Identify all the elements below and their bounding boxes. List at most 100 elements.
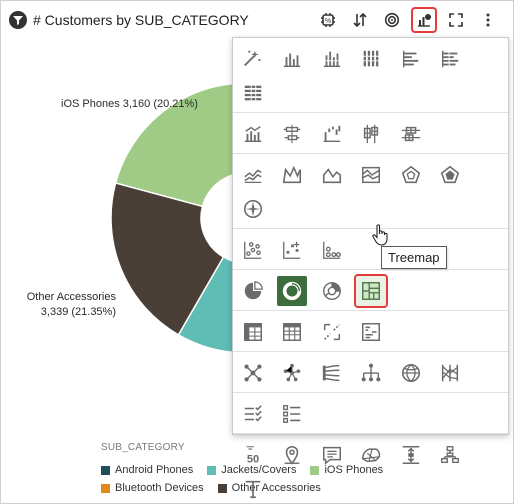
legend-item-jackets-covers[interactable]: Jackets/Covers xyxy=(207,464,296,476)
chart-type-icon[interactable] xyxy=(411,7,437,33)
parallel-coordinates-icon xyxy=(442,364,459,382)
list-view-icon xyxy=(283,405,301,423)
chart-type-option[interactable]: 50 xyxy=(233,438,273,472)
chart-type-option[interactable] xyxy=(391,356,431,390)
chart-type-menu: 50 xyxy=(232,37,509,499)
chart-type-option[interactable] xyxy=(312,315,352,349)
stacked-bar-icon xyxy=(323,51,340,68)
chart-type-option[interactable] xyxy=(233,356,273,390)
sunburst-icon xyxy=(322,282,341,300)
chart-type-option[interactable] xyxy=(352,274,392,308)
viz-toolbar: % xyxy=(317,7,499,33)
chart-type-option[interactable] xyxy=(352,356,392,390)
svg-text:50: 50 xyxy=(247,453,259,465)
chart-type-option[interactable] xyxy=(352,42,392,76)
hierarchy-icon xyxy=(361,363,381,382)
more-icon[interactable] xyxy=(477,9,499,31)
chart-type-option[interactable] xyxy=(312,42,352,76)
chart-type-option[interactable] xyxy=(273,356,313,390)
chart-type-option[interactable] xyxy=(312,274,352,308)
legend-item-ios-phones[interactable]: iOS Phones xyxy=(310,464,383,476)
globe-icon xyxy=(401,363,420,383)
data-actions-icon[interactable]: % xyxy=(317,9,339,31)
sort-icon[interactable] xyxy=(349,9,371,31)
chart-type-option[interactable] xyxy=(233,472,273,504)
chart-type-option[interactable] xyxy=(431,356,471,390)
chart-type-option[interactable] xyxy=(391,438,431,472)
legend-swatch xyxy=(101,465,110,475)
chart-type-option[interactable] xyxy=(391,158,431,192)
chart-type-option[interactable] xyxy=(312,356,352,390)
chart-type-option[interactable] xyxy=(273,158,313,192)
legend-label: Other Accessories xyxy=(231,482,321,494)
chart-type-option[interactable] xyxy=(273,397,313,431)
chart-type-option[interactable] xyxy=(352,438,392,472)
hand-cursor-icon xyxy=(372,224,388,246)
combo-icon xyxy=(244,126,261,143)
legend-swatch xyxy=(101,483,110,493)
100-stacked-bar-icon xyxy=(363,50,380,67)
chart-type-option[interactable] xyxy=(312,233,352,267)
chart-type-option[interactable] xyxy=(391,117,431,151)
chart-type-row xyxy=(233,352,508,393)
slice-label-other-accessories: Other Accessories 3,339 (21.35%) xyxy=(26,290,116,320)
horizontal-bar-icon xyxy=(402,50,419,68)
area-icon xyxy=(322,168,341,184)
target-icon[interactable] xyxy=(381,9,403,31)
chart-type-option[interactable] xyxy=(233,76,273,110)
chart-type-option[interactable] xyxy=(312,438,352,472)
chart-type-option[interactable] xyxy=(233,42,273,76)
treemap-icon xyxy=(362,282,381,300)
chart-type-row xyxy=(233,311,508,352)
chart-type-option[interactable] xyxy=(352,117,392,151)
legend-title: SUB_CATEGORY xyxy=(101,442,185,453)
fullscreen-icon[interactable] xyxy=(445,9,467,31)
list-icon xyxy=(244,405,262,422)
legend-swatch xyxy=(310,465,320,475)
chart-type-option[interactable] xyxy=(233,397,273,431)
sankey-icon xyxy=(322,364,340,382)
chart-type-option[interactable] xyxy=(233,158,273,192)
chart-type-option[interactable] xyxy=(352,158,392,192)
filter-icon[interactable] xyxy=(9,11,27,29)
stacked-area-icon xyxy=(362,166,381,184)
chart-type-option[interactable] xyxy=(233,274,273,308)
chart-type-option[interactable] xyxy=(391,42,431,76)
slice-label-ios-phones: iOS Phones 3,160 (20.21%) xyxy=(61,97,198,112)
line-icon xyxy=(244,169,262,183)
dot-plot-icon xyxy=(322,241,341,259)
slice-label-other-accessories-value: 3,339 (21.35%) xyxy=(40,306,116,318)
chart-type-option[interactable] xyxy=(233,117,273,151)
chart-type-option[interactable] xyxy=(431,42,471,76)
chart-type-option[interactable] xyxy=(233,233,273,267)
legend-item-other-accessories[interactable]: Other Accessories xyxy=(217,482,321,494)
horizontal-stacked-bar-icon xyxy=(442,50,459,68)
donut-slice[interactable] xyxy=(110,182,225,336)
table-icon xyxy=(283,323,302,341)
waterfall-icon xyxy=(323,125,340,143)
chart-type-option[interactable] xyxy=(273,117,313,151)
chart-type-option[interactable] xyxy=(273,438,313,472)
legend-item-android-phones[interactable]: Android Phones xyxy=(101,464,193,476)
chart-type-option[interactable] xyxy=(273,233,313,267)
legend-label: Jackets/Covers xyxy=(221,464,297,476)
chart-type-option[interactable] xyxy=(273,274,313,308)
legend-item-bluetooth-devices[interactable]: Bluetooth Devices xyxy=(101,482,204,494)
viz-header: # Customers by SUB_CATEGORY % xyxy=(9,7,505,35)
horizontal-100-stacked-bar-icon xyxy=(244,84,261,102)
chart-type-option[interactable] xyxy=(312,117,352,151)
radar-filled-icon xyxy=(441,165,460,184)
map-layer-icon xyxy=(362,448,381,463)
chart-type-option[interactable] xyxy=(273,42,313,76)
chart-type-option[interactable] xyxy=(352,315,392,349)
chart-type-option[interactable] xyxy=(312,158,352,192)
chart-type-option[interactable] xyxy=(431,438,471,472)
legend-swatch xyxy=(217,483,227,493)
chart-type-option[interactable] xyxy=(233,192,273,226)
chart-type-option[interactable] xyxy=(431,158,471,192)
chart-type-option[interactable] xyxy=(273,315,313,349)
grid-scatter-icon xyxy=(283,241,301,259)
horizontal-boxplot-icon xyxy=(284,124,301,144)
bar-icon xyxy=(284,53,301,68)
chart-type-option[interactable] xyxy=(233,315,273,349)
